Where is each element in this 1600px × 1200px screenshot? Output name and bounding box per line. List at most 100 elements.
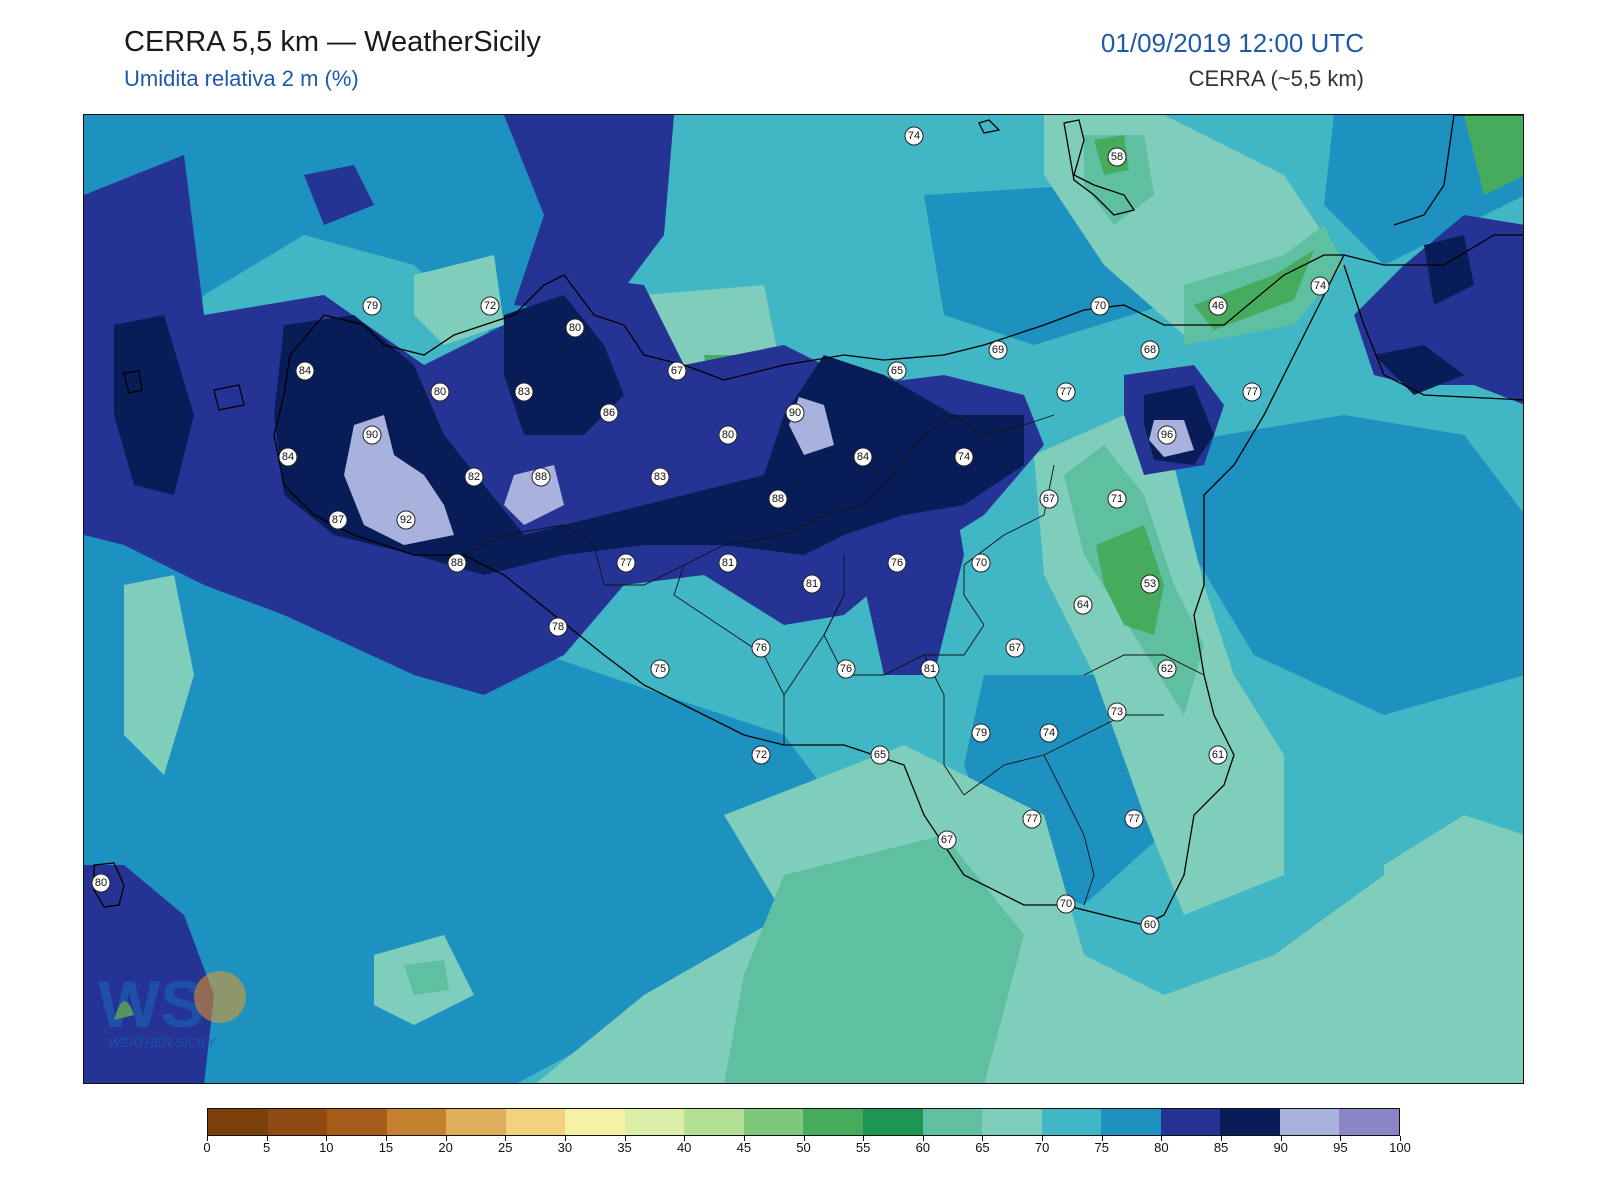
station-marker: 87 — [328, 510, 348, 530]
station-marker: 74 — [1039, 723, 1059, 743]
colorbar-label: 55 — [855, 1140, 871, 1155]
map-panel: 74 58 79 72 70 46 74 80 69 68 84 67 65 80 83 77 77 86 90 90… — [83, 114, 1524, 1084]
station-value: 70 — [1094, 300, 1106, 312]
station-value: 72 — [755, 749, 767, 761]
colorbar-label: 95 — [1333, 1140, 1348, 1155]
colorbar-segment — [386, 1109, 447, 1135]
station-marker: 67 — [937, 830, 957, 850]
station-value: 68 — [1144, 344, 1156, 356]
station-value: 74 — [1043, 727, 1055, 739]
station-value: 77 — [1246, 386, 1258, 398]
colorbar-segment — [1220, 1109, 1280, 1135]
station-value: 74 — [958, 451, 970, 463]
station-marker: 77 — [616, 553, 636, 573]
colorbar-label: 85 — [1213, 1140, 1229, 1155]
colorbar-tick — [1400, 1136, 1401, 1141]
colorbar-label: 60 — [915, 1140, 931, 1155]
station-marker: 72 — [480, 296, 500, 316]
colorbar-segment — [863, 1109, 923, 1135]
station-marker: 84 — [295, 361, 315, 381]
station-marker: 67 — [1039, 489, 1059, 509]
colorbar-tick — [624, 1136, 626, 1141]
colorbar-tick — [922, 1136, 924, 1141]
station-value: 53 — [1144, 578, 1156, 590]
sun-icon — [194, 971, 246, 1023]
station-value: 80 — [95, 877, 107, 889]
colorbar-tick — [445, 1136, 447, 1141]
station-value: 46 — [1212, 300, 1224, 312]
station-value: 79 — [975, 727, 987, 739]
station-marker: 69 — [988, 340, 1008, 360]
colorbar-segment — [743, 1109, 804, 1135]
colorbar-label: 50 — [796, 1140, 811, 1155]
colorbar-tick — [385, 1136, 387, 1141]
colorbar-label: 90 — [1273, 1140, 1288, 1155]
station-value: 81 — [806, 578, 818, 590]
station-value: 77 — [1060, 386, 1072, 398]
colorbar-label: 30 — [557, 1140, 573, 1155]
station-marker: 82 — [464, 467, 484, 487]
station-value: 67 — [1009, 642, 1021, 654]
colorbar-tick — [326, 1136, 328, 1141]
station-marker: 79 — [362, 296, 382, 316]
station-marker: 83 — [514, 382, 534, 402]
station-marker: 90 — [785, 403, 805, 423]
station-value: 71 — [1111, 493, 1123, 505]
colorbar-tick — [266, 1136, 268, 1141]
station-value: 81 — [924, 663, 936, 675]
station-marker: 60 — [1140, 915, 1160, 935]
station-value: 90 — [366, 429, 378, 441]
colorbar-segment — [505, 1109, 566, 1135]
station-value: 67 — [941, 834, 953, 846]
colorbar-tick — [803, 1136, 805, 1141]
colorbar-label: 40 — [676, 1140, 692, 1155]
station-marker: 78 — [548, 617, 568, 637]
colorbar-label: 80 — [1154, 1140, 1169, 1155]
station-marker: 77 — [1056, 382, 1076, 402]
station-marker: 88 — [531, 467, 551, 487]
colorbar-segment — [684, 1109, 744, 1135]
station-value: 70 — [1060, 898, 1072, 910]
colorbar-segment — [1160, 1109, 1221, 1135]
station-value: 67 — [1043, 493, 1055, 505]
map-subtitle: Umidita relativa 2 m (%) — [124, 66, 359, 91]
colorbar-tick — [684, 1136, 686, 1141]
station-value: 70 — [975, 557, 987, 569]
province-borders — [463, 414, 1205, 906]
station-marker: 67 — [1005, 638, 1025, 658]
station-value: 86 — [603, 407, 615, 419]
station-value: 90 — [789, 407, 801, 419]
station-value: 79 — [366, 300, 378, 312]
station-marker: 46 — [1208, 296, 1228, 316]
colorbar-label: 35 — [617, 1140, 632, 1155]
station-marker: 71 — [1107, 489, 1127, 509]
station-value: 88 — [772, 493, 784, 505]
leaf-icon — [114, 1001, 134, 1020]
colorbar-segment — [624, 1109, 685, 1135]
colorbar-label: 65 — [975, 1140, 990, 1155]
station-value: 62 — [1161, 663, 1173, 675]
colorbar-tick — [564, 1136, 566, 1141]
station-marker: 58 — [1107, 147, 1127, 167]
colorbar-label: 25 — [498, 1140, 513, 1155]
station-marker: 72 — [751, 745, 771, 765]
colorbar-segment — [1279, 1109, 1340, 1135]
station-value: 73 — [1111, 706, 1123, 718]
colorbar-label: 15 — [378, 1140, 394, 1155]
station-marker: 80 — [565, 318, 585, 338]
station-value: 80 — [569, 322, 581, 334]
station-value: 82 — [468, 471, 480, 483]
station-value: 74 — [1314, 280, 1326, 292]
station-value: 67 — [671, 365, 683, 377]
station-marker: 79 — [971, 723, 991, 743]
colorbar-tick — [1221, 1136, 1223, 1141]
colorbar-label: 75 — [1094, 1140, 1109, 1155]
colorbar-label: 20 — [438, 1140, 453, 1155]
station-marker: 77 — [1022, 809, 1042, 829]
station-marker: 81 — [718, 553, 738, 573]
colorbar-tick — [982, 1136, 984, 1141]
logo-letters: WS — [98, 967, 204, 1041]
station-value: 83 — [518, 386, 530, 398]
colorbar-tick — [863, 1136, 865, 1141]
station-value: 84 — [857, 451, 869, 463]
